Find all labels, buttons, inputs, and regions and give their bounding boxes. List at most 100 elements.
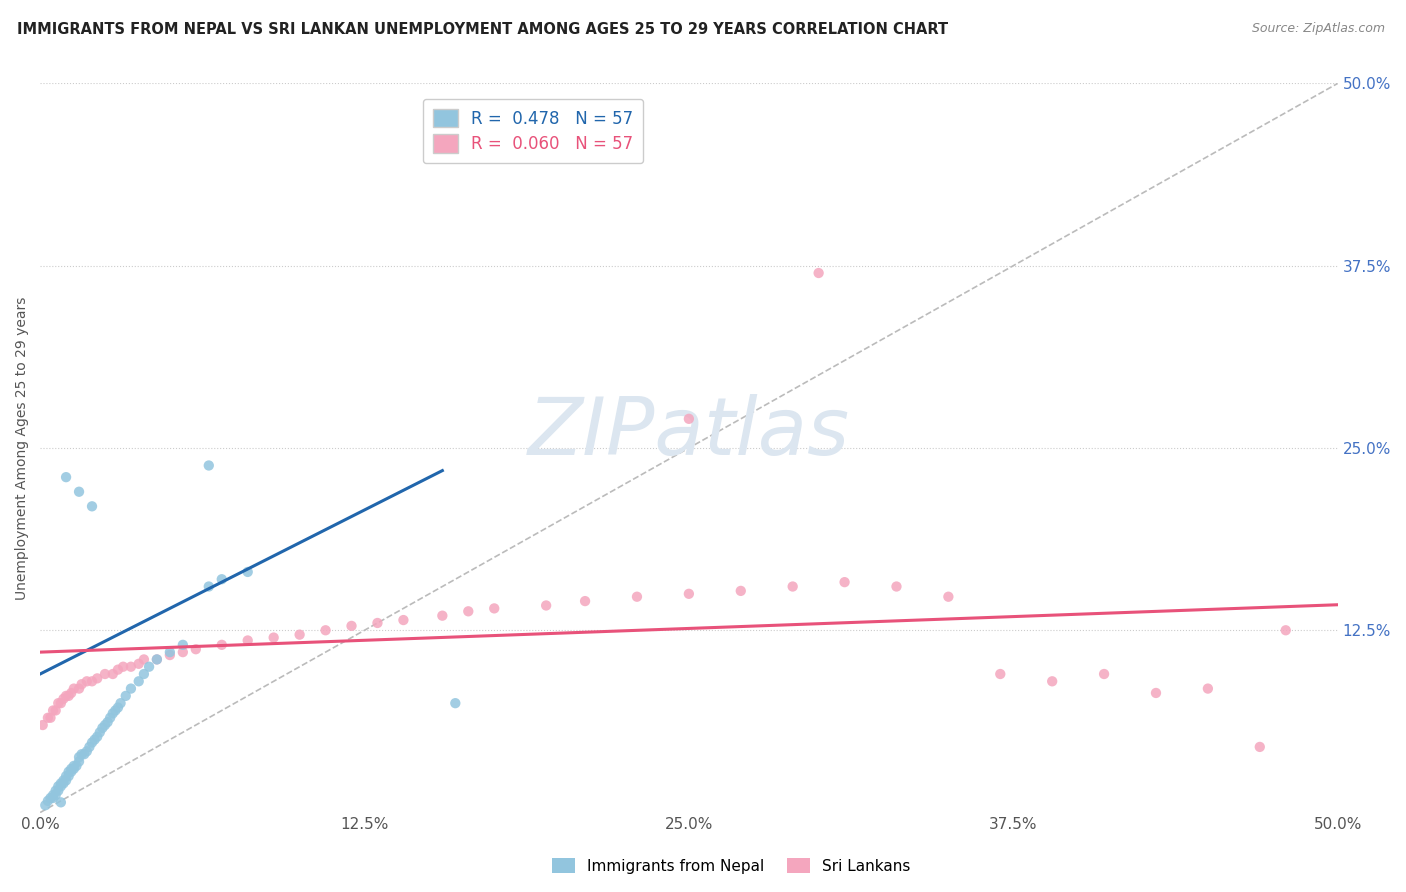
Point <box>58 769 80 783</box>
Point <box>132 652 155 666</box>
Point <box>197 458 219 473</box>
Point <box>46 779 69 793</box>
Point <box>678 412 700 426</box>
Point <box>392 613 415 627</box>
Point <box>114 689 136 703</box>
Point <box>120 681 142 696</box>
Point <box>288 627 311 641</box>
Point <box>340 619 363 633</box>
Point <box>49 795 72 809</box>
Legend: Immigrants from Nepal, Sri Lankans: Immigrants from Nepal, Sri Lankans <box>546 852 917 880</box>
Point <box>79 739 101 754</box>
Point <box>110 696 132 710</box>
Point <box>197 580 219 594</box>
Point <box>60 764 83 779</box>
Point <box>89 725 111 739</box>
Point <box>52 776 75 790</box>
Point <box>55 769 77 783</box>
Point <box>94 667 117 681</box>
Point <box>46 783 69 797</box>
Point <box>107 663 129 677</box>
Point <box>172 645 194 659</box>
Point <box>146 652 169 666</box>
Point <box>807 266 830 280</box>
Point <box>107 700 129 714</box>
Point <box>211 572 233 586</box>
Point <box>55 689 77 703</box>
Point <box>55 470 77 484</box>
Point <box>432 608 454 623</box>
Point <box>834 575 856 590</box>
Point <box>67 484 90 499</box>
Point <box>67 750 90 764</box>
Point <box>39 791 62 805</box>
Point <box>104 703 127 717</box>
Point <box>444 696 467 710</box>
Point <box>128 674 150 689</box>
Point <box>83 732 105 747</box>
Point <box>63 762 86 776</box>
Point <box>97 715 120 730</box>
Point <box>34 798 56 813</box>
Point <box>52 691 75 706</box>
Point <box>73 747 96 762</box>
Point <box>45 788 67 802</box>
Point <box>101 706 124 721</box>
Point <box>128 657 150 671</box>
Point <box>60 762 83 776</box>
Point <box>236 633 259 648</box>
Point <box>146 652 169 666</box>
Point <box>211 638 233 652</box>
Point <box>574 594 596 608</box>
Point <box>42 788 65 802</box>
Point <box>366 615 388 630</box>
Point <box>63 681 86 696</box>
Point <box>1274 624 1296 638</box>
Point <box>730 583 752 598</box>
Point <box>94 718 117 732</box>
Point <box>45 783 67 797</box>
Point <box>626 590 648 604</box>
Point <box>98 711 121 725</box>
Point <box>52 773 75 788</box>
Point <box>49 776 72 790</box>
Point <box>67 681 90 696</box>
Point <box>988 667 1011 681</box>
Point <box>80 674 103 689</box>
Point <box>534 599 557 613</box>
Point <box>315 624 337 638</box>
Point <box>678 587 700 601</box>
Point <box>1092 667 1115 681</box>
Point <box>457 604 479 618</box>
Point <box>86 672 108 686</box>
Point <box>1144 686 1167 700</box>
Point <box>67 755 90 769</box>
Point <box>65 759 87 773</box>
Point <box>80 500 103 514</box>
Point <box>159 645 181 659</box>
Point <box>37 794 59 808</box>
Point <box>91 721 114 735</box>
Point <box>42 703 65 717</box>
Point <box>55 773 77 788</box>
Point <box>76 744 98 758</box>
Point <box>938 590 960 604</box>
Point <box>1040 674 1063 689</box>
Point <box>42 791 65 805</box>
Point <box>86 730 108 744</box>
Text: Source: ZipAtlas.com: Source: ZipAtlas.com <box>1251 22 1385 36</box>
Point <box>76 674 98 689</box>
Point <box>70 747 93 762</box>
Point <box>1249 739 1271 754</box>
Point <box>236 565 259 579</box>
Point <box>63 759 86 773</box>
Point <box>120 659 142 673</box>
Point <box>37 711 59 725</box>
Point <box>60 686 83 700</box>
Point <box>112 659 135 673</box>
Y-axis label: Unemployment Among Ages 25 to 29 years: Unemployment Among Ages 25 to 29 years <box>15 296 30 599</box>
Point <box>1197 681 1219 696</box>
Point <box>39 711 62 725</box>
Point <box>484 601 506 615</box>
Point <box>159 648 181 662</box>
